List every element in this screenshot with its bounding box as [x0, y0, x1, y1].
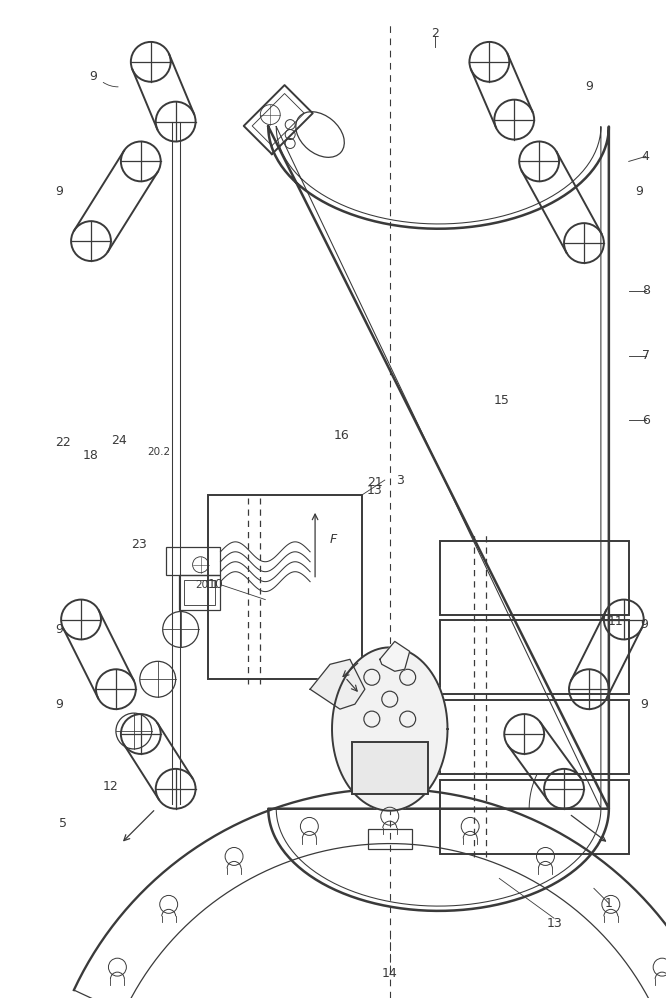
- Text: 16: 16: [334, 429, 350, 442]
- Bar: [440, 541, 629, 615]
- Text: 9: 9: [585, 80, 593, 93]
- Bar: [179, 575, 221, 610]
- Text: 9: 9: [635, 185, 643, 198]
- Text: 13: 13: [546, 917, 562, 930]
- Text: 2: 2: [431, 27, 438, 40]
- Bar: [440, 620, 629, 694]
- Text: 23: 23: [131, 538, 147, 551]
- Text: 14: 14: [382, 967, 398, 980]
- Text: F: F: [330, 533, 338, 546]
- Text: 20.1: 20.1: [195, 580, 218, 590]
- Text: 18: 18: [83, 449, 99, 462]
- Text: 1: 1: [605, 897, 613, 910]
- Polygon shape: [380, 641, 410, 671]
- Text: 24: 24: [111, 434, 127, 447]
- Polygon shape: [332, 647, 448, 811]
- Text: 9: 9: [55, 623, 63, 636]
- Text: 9: 9: [640, 698, 648, 711]
- Polygon shape: [310, 659, 365, 709]
- Text: 21: 21: [367, 476, 383, 489]
- Bar: [440, 780, 629, 854]
- Bar: [352, 742, 428, 794]
- Text: 11: 11: [608, 615, 624, 628]
- Bar: [183, 580, 215, 605]
- Text: 10: 10: [207, 578, 223, 591]
- Bar: [207, 495, 362, 679]
- Text: 13: 13: [367, 484, 383, 497]
- Text: 15: 15: [494, 394, 509, 407]
- Text: 4: 4: [642, 150, 650, 163]
- Text: 9: 9: [89, 70, 97, 83]
- Text: 12: 12: [103, 780, 119, 793]
- Text: 3: 3: [396, 474, 404, 487]
- Text: 9: 9: [55, 698, 63, 711]
- Text: 9: 9: [640, 618, 648, 631]
- Bar: [440, 700, 629, 774]
- Text: 20.2: 20.2: [147, 447, 170, 457]
- Text: 6: 6: [642, 414, 650, 427]
- Text: 9: 9: [55, 185, 63, 198]
- Text: 7: 7: [642, 349, 650, 362]
- Text: 22: 22: [55, 436, 71, 449]
- Text: 5: 5: [59, 817, 67, 830]
- Text: 8: 8: [642, 284, 650, 297]
- Bar: [368, 829, 412, 849]
- Bar: [165, 547, 221, 575]
